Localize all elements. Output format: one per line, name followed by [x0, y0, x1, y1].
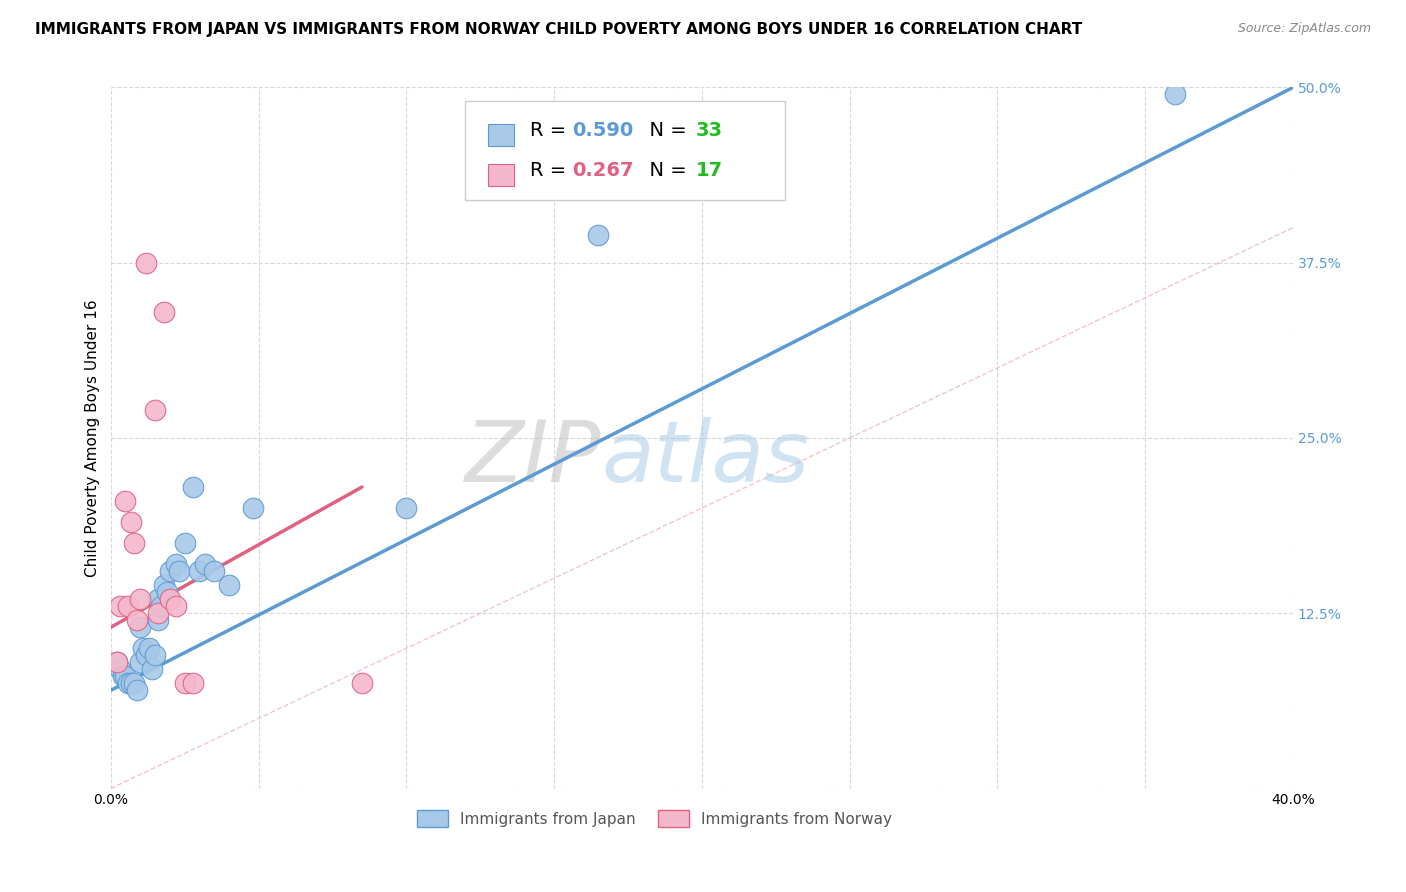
Point — [153, 578, 176, 592]
Text: 33: 33 — [696, 121, 723, 140]
Point — [114, 669, 136, 683]
Text: IMMIGRANTS FROM JAPAN VS IMMIGRANTS FROM NORWAY CHILD POVERTY AMONG BOYS UNDER 1: IMMIGRANTS FROM JAPAN VS IMMIGRANTS FROM… — [35, 22, 1083, 37]
Text: Source: ZipAtlas.com: Source: ZipAtlas.com — [1237, 22, 1371, 36]
Point — [395, 501, 418, 516]
Point — [108, 662, 131, 676]
Text: 0.590: 0.590 — [572, 121, 633, 140]
Point — [129, 620, 152, 634]
FancyBboxPatch shape — [465, 102, 785, 200]
Text: atlas: atlas — [602, 417, 810, 500]
Y-axis label: Child Poverty Among Boys Under 16: Child Poverty Among Boys Under 16 — [86, 299, 100, 577]
Point — [124, 676, 146, 690]
Point — [124, 536, 146, 550]
Point — [194, 557, 217, 571]
Point — [120, 676, 142, 690]
Point — [188, 564, 211, 578]
FancyBboxPatch shape — [488, 164, 515, 186]
Point — [165, 557, 187, 571]
Point — [105, 656, 128, 670]
Point — [153, 305, 176, 319]
Point — [143, 648, 166, 663]
Point — [135, 255, 157, 269]
Text: 17: 17 — [696, 161, 723, 180]
Point — [135, 648, 157, 663]
Point — [350, 676, 373, 690]
Point — [146, 613, 169, 627]
Point — [127, 683, 149, 698]
Point — [242, 501, 264, 516]
Point — [117, 676, 139, 690]
Point — [129, 656, 152, 670]
Point — [218, 578, 240, 592]
Point — [202, 564, 225, 578]
Point — [114, 494, 136, 508]
Point — [127, 613, 149, 627]
Point — [173, 536, 195, 550]
Point — [149, 599, 172, 614]
Point — [143, 403, 166, 417]
Point — [165, 599, 187, 614]
Point — [173, 676, 195, 690]
Point — [132, 641, 155, 656]
Point — [159, 592, 181, 607]
Text: N =: N = — [637, 121, 693, 140]
Text: R =: R = — [530, 161, 574, 180]
Point — [111, 669, 134, 683]
Point — [159, 564, 181, 578]
Point — [1164, 87, 1187, 102]
Legend: Immigrants from Japan, Immigrants from Norway: Immigrants from Japan, Immigrants from N… — [411, 804, 898, 833]
Text: R =: R = — [530, 121, 574, 140]
Point — [108, 599, 131, 614]
Text: N =: N = — [637, 161, 693, 180]
Point — [183, 676, 205, 690]
Point — [156, 585, 179, 599]
Point — [129, 592, 152, 607]
FancyBboxPatch shape — [488, 124, 515, 146]
Point — [167, 564, 190, 578]
Text: 0.267: 0.267 — [572, 161, 633, 180]
Point — [117, 599, 139, 614]
Point — [183, 480, 205, 494]
Point — [146, 592, 169, 607]
Point — [120, 515, 142, 529]
Text: ZIP: ZIP — [465, 417, 602, 500]
Point — [105, 656, 128, 670]
Point — [588, 227, 610, 242]
Point — [146, 606, 169, 620]
Point — [141, 662, 163, 676]
Point — [138, 641, 160, 656]
